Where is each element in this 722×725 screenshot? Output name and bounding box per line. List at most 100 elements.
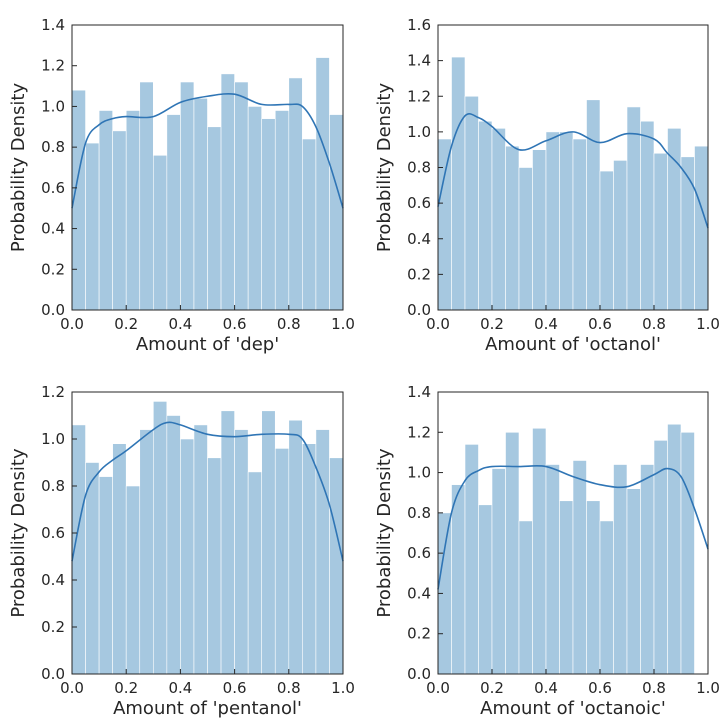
y-tick-label: 1.4 (407, 52, 431, 70)
histogram-bar (464, 95, 479, 311)
y-tick-label: 1.2 (407, 87, 431, 105)
x-tick-label: 1.0 (331, 315, 355, 333)
x-tick-label: 0.0 (426, 679, 450, 697)
histogram-bar (247, 106, 262, 311)
histogram-bar (85, 142, 100, 311)
histogram-bar (125, 485, 141, 675)
x-axis-label: Amount of 'octanol' (485, 334, 661, 355)
histogram-bar (112, 443, 127, 675)
x-tick-label: 0.2 (480, 679, 504, 697)
histogram-bar (478, 120, 493, 311)
histogram-bar (193, 424, 208, 675)
histogram-bar (139, 81, 154, 311)
chart-panel-3: 0.0 0.2 0.4 0.6 0.8 1.0 0.0 0.2 0.4 0.6 0.8 1.0 1.2 A… (8, 383, 355, 719)
x-tick-label: 0.6 (588, 679, 612, 697)
histogram-bar (545, 464, 560, 675)
histogram-bar (234, 429, 249, 675)
y-tick-label: 1.6 (407, 16, 431, 34)
histogram-bar (302, 138, 317, 311)
x-tick-label: 0.8 (277, 315, 301, 333)
x-tick-label: 0.4 (534, 679, 558, 697)
histogram-bar (653, 152, 668, 311)
chart-panel-2: 0.0 0.2 0.4 0.6 0.8 1.0 0.0 0.2 0.4 0.6 0.8 1.0 1.2 1… (374, 16, 720, 355)
histogram-bar (302, 443, 317, 675)
y-tick-label: 0.6 (407, 544, 431, 562)
histogram-bar (451, 56, 466, 311)
x-tick-label: 0.2 (114, 315, 138, 333)
histogram-bar (505, 145, 520, 311)
x-axis-label: Amount of 'octanoic' (480, 698, 666, 719)
histogram-bar (559, 131, 574, 311)
y-tick-label: 0.8 (407, 504, 431, 522)
y-tick-label: 0.6 (41, 179, 65, 197)
histogram-bar (572, 138, 587, 311)
y-tick-label: 0.0 (407, 665, 431, 683)
x-tick-label: 0.4 (168, 315, 192, 333)
histogram-bar (85, 462, 100, 675)
histogram-bar (626, 488, 641, 675)
histogram-bar (274, 448, 290, 675)
histogram-bar (599, 520, 614, 675)
histogram-bar (193, 97, 208, 311)
y-tick-label: 0.8 (41, 138, 65, 156)
histogram-bar (545, 131, 560, 311)
histogram-bar (207, 457, 222, 675)
x-tick-label: 0.8 (642, 315, 666, 333)
y-axis-label: Probability Density (374, 448, 395, 618)
x-tick-label: 0.0 (60, 679, 84, 697)
histogram-bar (518, 520, 533, 675)
plot-frame (437, 391, 709, 675)
y-tick-label: 0.4 (407, 584, 431, 602)
y-axis-label: Probability Density (374, 83, 395, 253)
histogram-bar (586, 500, 601, 675)
y-tick-label: 0.0 (41, 665, 65, 683)
y-tick-label: 0.0 (407, 301, 431, 319)
histogram-bar (274, 110, 290, 311)
y-tick-label: 0.2 (407, 265, 431, 283)
x-tick-label: 0.4 (168, 679, 192, 697)
y-tick-label: 0.6 (41, 524, 65, 542)
chart-panel-4: 0.0 0.2 0.4 0.6 0.8 1.0 0.0 0.2 0.4 0.6 0.8 1.0 1.2 1… (374, 383, 720, 719)
x-tick-label: 0.0 (426, 315, 450, 333)
y-tick-label: 0.4 (41, 571, 65, 589)
histogram-bar (613, 160, 628, 311)
x-axis-label: Amount of 'pentanol' (113, 698, 302, 719)
y-tick-label: 0.8 (407, 159, 431, 177)
y-tick-label: 0.8 (41, 477, 65, 495)
histogram-bar (626, 106, 641, 311)
x-tick-label: 0.6 (588, 315, 612, 333)
x-tick-label: 0.6 (223, 679, 247, 697)
y-axis-label: Probability Density (8, 448, 29, 618)
y-tick-label: 1.2 (41, 57, 65, 75)
kde-line (437, 464, 709, 590)
y-tick-label: 1.0 (407, 123, 431, 141)
y-tick-label: 1.0 (41, 430, 65, 448)
histogram-bar (505, 431, 520, 675)
histogram-bar (572, 460, 587, 675)
y-tick-label: 1.0 (41, 97, 65, 115)
histogram-bar (220, 73, 235, 311)
histogram-bar (288, 77, 303, 311)
y-tick-label: 1.4 (407, 383, 431, 401)
y-tick-label: 1.4 (41, 16, 65, 34)
y-tick-label: 1.2 (407, 423, 431, 441)
histogram-bar (98, 476, 113, 675)
histogram-bar (478, 504, 493, 675)
x-tick-label: 1.0 (331, 679, 355, 697)
histogram-bar (586, 99, 601, 311)
y-tick-label: 1.0 (407, 464, 431, 482)
histogram-bar (180, 81, 195, 311)
plot-frame (71, 24, 344, 311)
y-tick-label: 0.4 (407, 230, 431, 248)
histogram-bar (234, 81, 249, 311)
histogram-bar (247, 471, 262, 675)
histogram-bar (451, 484, 466, 675)
x-axis-label: Amount of 'dep' (136, 334, 279, 355)
histogram-bar (166, 415, 181, 675)
y-tick-label: 0.2 (407, 625, 431, 643)
histogram-bar (261, 118, 276, 311)
x-tick-label: 0.8 (642, 679, 666, 697)
kde-line (71, 92, 344, 209)
kde-line (437, 113, 709, 229)
